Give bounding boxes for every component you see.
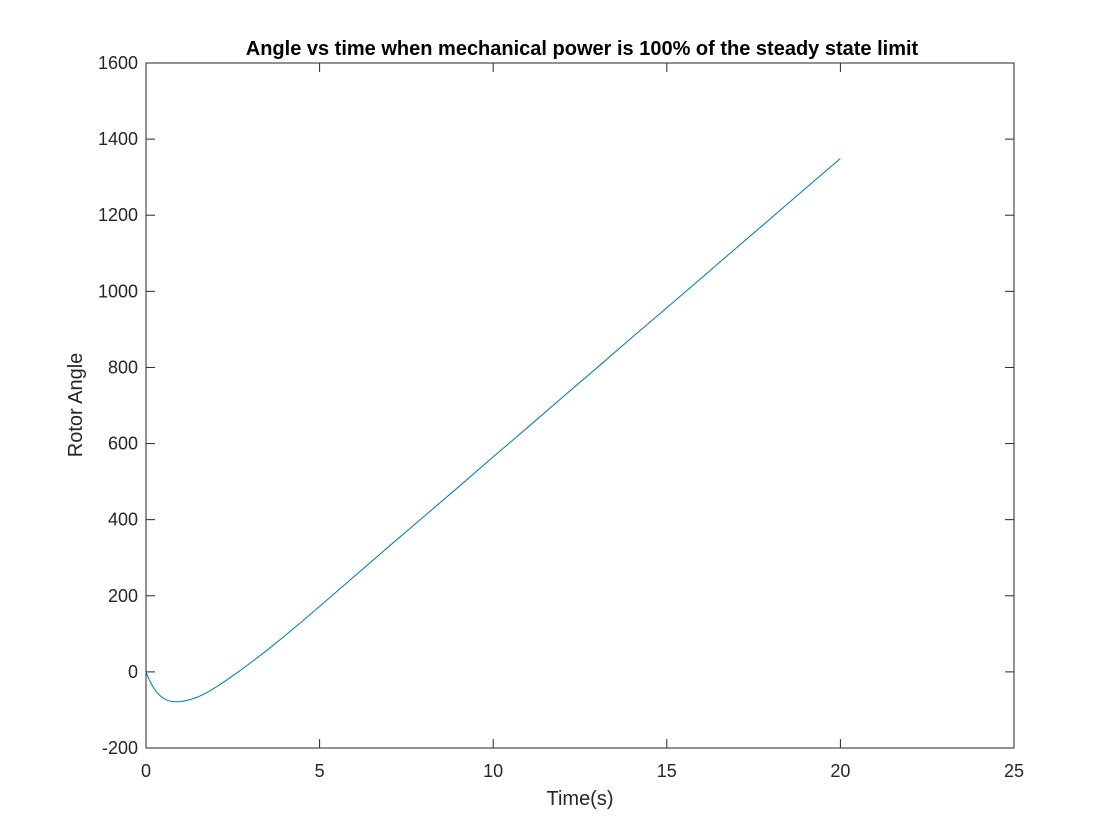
y-tick-label: 1600	[98, 53, 138, 73]
chart-title: Angle vs time when mechanical power is 1…	[246, 38, 919, 60]
y-tick-label: 200	[108, 586, 138, 606]
x-tick-label: 25	[1004, 761, 1024, 781]
x-axis-label: Time(s)	[546, 788, 613, 810]
y-tick-label: 0	[128, 662, 138, 682]
y-tick-label: 800	[108, 357, 138, 377]
x-tick-label: 15	[657, 761, 677, 781]
x-tick-label: 20	[830, 761, 850, 781]
y-axis: -200 0 200 400 600 800 1000 1200 1400 1600	[98, 53, 1014, 758]
x-tick-label: 5	[315, 761, 325, 781]
x-tick-label: 10	[483, 761, 503, 781]
series-line-1	[145, 158, 841, 703]
series-group	[145, 158, 841, 703]
y-tick-label: 1200	[98, 205, 138, 225]
axes-box	[145, 62, 1015, 749]
plot-area	[145, 62, 1015, 749]
y-tick-label: 400	[108, 510, 138, 530]
x-axis: 0 5 10 15 20 25	[141, 63, 1024, 781]
y-tick-label: 1000	[98, 281, 138, 301]
y-tick-label: 600	[108, 434, 138, 454]
x-tick-label: 0	[141, 761, 151, 781]
y-axis-label: Rotor Angle	[65, 353, 87, 458]
y-tick-label: 1400	[98, 129, 138, 149]
y-tick-label: -200	[102, 738, 138, 758]
